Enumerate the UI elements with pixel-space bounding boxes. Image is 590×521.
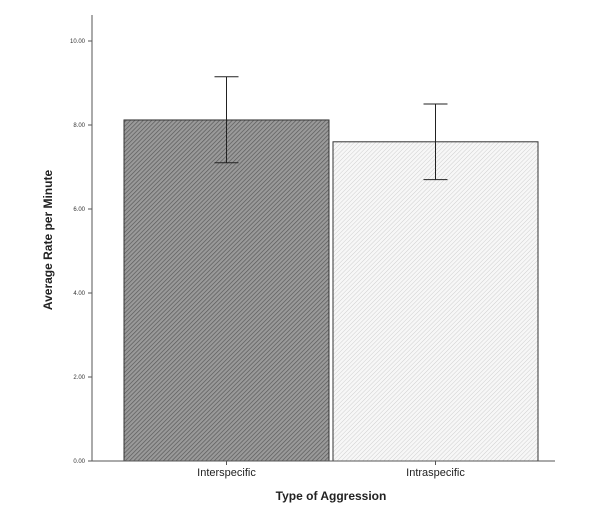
x-axis-title: Type of Aggression <box>276 489 387 503</box>
y-tick-label: 2.00 <box>73 375 85 381</box>
y-axis-title: Average Rate per Minute <box>41 170 55 311</box>
x-tick-label: Interspecific <box>197 467 256 479</box>
bar-interspecific <box>123 119 330 462</box>
y-tick-label: 6.00 <box>73 207 85 213</box>
x-axis: Interspecific Intraspecific <box>92 460 555 479</box>
error-bars-group <box>214 76 448 181</box>
y-axis: 0.00 2.00 4.00 6.00 8.00 10.00 <box>70 15 93 465</box>
bars-group <box>123 119 539 462</box>
y-tick-label: 8.00 <box>73 123 85 129</box>
bar-intraspecific <box>332 141 539 462</box>
x-tick-label: Intraspecific <box>406 467 465 479</box>
y-tick-label: 4.00 <box>73 291 85 297</box>
y-tick-label: 0.00 <box>73 459 85 465</box>
y-tick-label: 10.00 <box>70 39 86 45</box>
